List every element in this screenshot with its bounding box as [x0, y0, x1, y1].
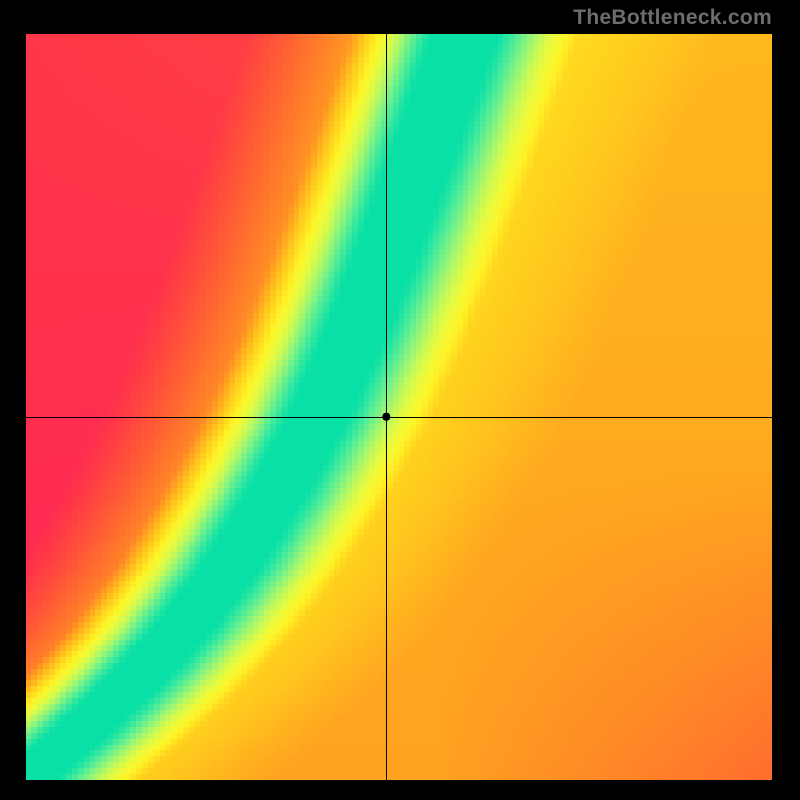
bottleneck-heatmap: [26, 34, 772, 780]
attribution-label: TheBottleneck.com: [573, 6, 772, 30]
